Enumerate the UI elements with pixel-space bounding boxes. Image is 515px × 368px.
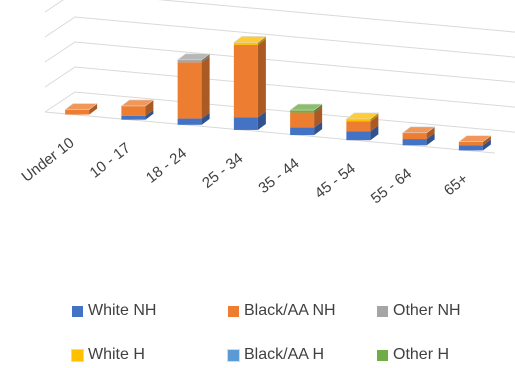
floor-edge: [44, 111, 496, 154]
gridline: [44, 0, 515, 33]
legend-swatch: [71, 348, 84, 362]
bar-segment-side: [314, 104, 323, 113]
bar-segment-side: [257, 38, 266, 118]
legend-label: Other NH: [393, 302, 461, 319]
x-tick-label: 35 - 44: [255, 155, 302, 197]
bar-top: [120, 99, 155, 107]
legend-label: Black/AA H: [244, 346, 325, 363]
bar-segment: [458, 141, 483, 146]
bar-segment: [346, 121, 371, 132]
gridline: [44, 16, 515, 58]
bar-segment-side: [89, 103, 98, 115]
bar-segment: [290, 127, 315, 136]
bar-segment: [346, 118, 371, 122]
bar-segment-side: [314, 121, 323, 136]
bar-segment: [121, 105, 146, 116]
bar-segment: [233, 42, 258, 45]
x-tick-label: 10 - 17: [87, 139, 134, 181]
x-tick-label: 45 - 54: [312, 160, 359, 202]
bar-segment-side: [482, 135, 491, 146]
bar-segment-side: [426, 126, 435, 140]
legend-label: Other H: [393, 346, 450, 363]
bar-segment: [177, 59, 202, 63]
bar-top: [232, 36, 267, 43]
x-tick-label: 55 - 64: [368, 165, 415, 207]
bar-segment: [346, 131, 371, 141]
x-tick-label: 18 - 24: [143, 145, 190, 187]
bars: [64, 36, 492, 151]
gridlines: [44, 0, 515, 154]
legend-item-white-nh: White NH: [72, 302, 156, 320]
bar-segment-side: [145, 99, 154, 116]
bar-stack: [120, 99, 155, 120]
bar-stack: [345, 112, 380, 141]
x-tick-label: Under 10: [18, 134, 77, 185]
gridline: [44, 41, 515, 83]
bar-stack: [176, 53, 211, 125]
legend-item-other-h: Other H: [377, 346, 449, 364]
legend-swatch: [72, 305, 83, 317]
bar-segment: [65, 109, 90, 115]
bar-top: [345, 112, 380, 120]
legend-swatch: [377, 305, 388, 317]
bar-stack: [401, 126, 436, 146]
bar-stack: [457, 135, 492, 151]
legend-label: White NH: [88, 302, 157, 319]
x-tick-label: 65+: [441, 170, 472, 199]
gridline: [44, 91, 515, 133]
bar-segment: [177, 118, 202, 125]
bar-segment-side: [482, 139, 491, 151]
bar-segment-side: [257, 36, 266, 45]
legend-item-white-h: White H: [71, 346, 145, 364]
chart-area: Under 10 10 - 17 18 - 24 25 - 34 35 - 44 45 -…: [18, 0, 515, 207]
legend-swatch: [228, 305, 239, 317]
bar-top: [64, 103, 99, 110]
bar-stack: [232, 36, 267, 130]
bar-top: [176, 53, 211, 61]
bar-segment-side: [201, 112, 210, 125]
bar-segment-side: [145, 109, 154, 120]
bar-top: [289, 103, 324, 111]
bar-segment: [458, 145, 483, 151]
bar-segment: [290, 110, 315, 113]
gridline: [44, 66, 515, 108]
bar-segment-side: [370, 112, 379, 122]
bar-segment: [402, 139, 427, 146]
legend-item-black-aa-nh: Black/AA NH: [228, 302, 336, 320]
bar-segment: [233, 44, 258, 118]
bar-top: [401, 126, 436, 134]
legend-item-other-nh: Other NH: [377, 302, 461, 320]
legend-swatch: [377, 349, 388, 361]
bar-segment: [290, 112, 315, 128]
bar-segment: [121, 115, 146, 120]
bar-segment-side: [257, 111, 266, 130]
bar-top: [457, 135, 492, 142]
legend-swatch: [227, 348, 240, 362]
bar-segment: [402, 132, 427, 140]
bar-stack: [289, 103, 324, 136]
bar-segment-side: [201, 53, 210, 63]
legend-label: Black/AA NH: [244, 302, 336, 319]
bar-segment-side: [314, 106, 323, 128]
legend-item-black-aa-h: Black/AA H: [227, 346, 325, 364]
bar-segment-side: [201, 56, 210, 119]
bar-segment: [233, 117, 258, 130]
bar-segment-side: [426, 133, 435, 146]
bar-segment-side: [370, 115, 379, 132]
bar-segment: [177, 62, 202, 119]
bar-segment-side: [370, 125, 379, 141]
legend-label: White H: [88, 346, 145, 363]
bar-stack: [64, 103, 99, 115]
x-tick-label: 25 - 34: [199, 150, 246, 192]
